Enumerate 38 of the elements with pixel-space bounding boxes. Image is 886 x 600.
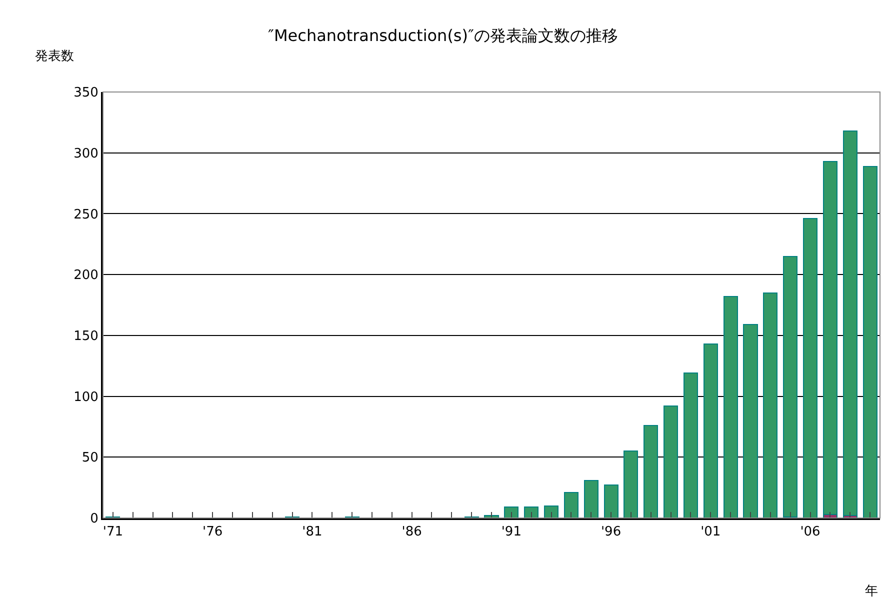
x-tick-label: '96 bbox=[600, 524, 622, 540]
x-tick-label: '76 bbox=[202, 524, 223, 540]
x-axis-title: 年 bbox=[865, 584, 878, 599]
y-tick-label: 300 bbox=[74, 146, 98, 162]
bar bbox=[763, 292, 778, 518]
x-tick-label: '71 bbox=[102, 524, 124, 540]
chart-title: ″Mechanotransduction(s)″の発表論文数の推移 bbox=[268, 26, 618, 46]
x-tick-label: '06 bbox=[800, 524, 820, 540]
bar bbox=[504, 506, 519, 518]
bar bbox=[803, 218, 818, 518]
bar bbox=[604, 484, 618, 518]
x-tick-label: '81 bbox=[302, 524, 322, 540]
bar bbox=[564, 492, 578, 518]
bar bbox=[862, 166, 878, 518]
bar bbox=[743, 324, 758, 518]
y-tick-label: 50 bbox=[82, 450, 98, 466]
bar bbox=[822, 160, 838, 515]
bar bbox=[683, 372, 698, 518]
bar bbox=[842, 130, 858, 516]
y-tick-label: 200 bbox=[74, 268, 98, 284]
y-tick-label: 100 bbox=[74, 390, 98, 405]
x-tick-label: '01 bbox=[700, 524, 721, 540]
bar bbox=[644, 425, 658, 518]
y-tick-label: 350 bbox=[74, 86, 98, 101]
y-tick-label: 150 bbox=[74, 328, 98, 344]
bar bbox=[624, 450, 638, 518]
bar bbox=[664, 406, 678, 518]
y-axis-title: 発表数 bbox=[35, 49, 74, 64]
y-tick-label: 0 bbox=[90, 512, 98, 527]
bar bbox=[544, 505, 559, 518]
bar bbox=[703, 343, 718, 518]
bar bbox=[584, 480, 598, 518]
y-tick-label: 250 bbox=[74, 207, 98, 222]
bar bbox=[723, 296, 738, 518]
bar bbox=[783, 256, 798, 518]
bar bbox=[524, 506, 539, 518]
x-tick-label: '86 bbox=[402, 524, 422, 540]
x-tick-label: '91 bbox=[501, 524, 522, 540]
